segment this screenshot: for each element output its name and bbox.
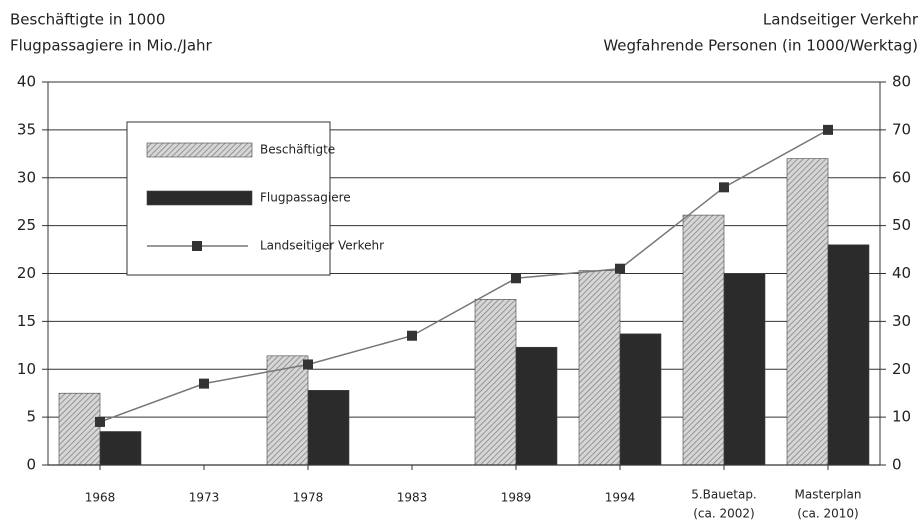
bar <box>266 355 309 466</box>
x-tick-label: 1994 <box>605 491 636 505</box>
point <box>303 359 313 370</box>
x-tick-label: 1973 <box>189 491 220 505</box>
y-axis-label: Flugpassagiere in Mio./Jahr <box>10 37 213 55</box>
point <box>511 273 521 284</box>
y2-tick-label: 70 <box>892 120 911 138</box>
y2-axis-label: Landseitiger Verkehr <box>763 11 919 29</box>
x-tick-label: 1983 <box>397 491 428 505</box>
bar <box>515 346 558 466</box>
legend-label: Beschäftigte <box>260 143 335 157</box>
point <box>615 263 625 274</box>
bar <box>827 244 870 466</box>
line <box>99 129 829 423</box>
legend-swatch <box>146 190 253 206</box>
bar <box>682 214 725 466</box>
bar <box>99 431 142 466</box>
x-tick-label-line: (ca. 2002) <box>693 506 754 520</box>
x-tick-label: 5.Bauetap. (ca. 2002) <box>691 487 757 520</box>
point <box>407 330 417 341</box>
x-tick-label: Masterplan (ca. 2010) <box>795 487 862 520</box>
point <box>823 124 833 135</box>
y2-tick-label: 80 <box>892 73 911 91</box>
y2-tick-label: 30 <box>892 312 911 330</box>
x-tick-label-line: (ca. 2010) <box>797 506 858 520</box>
point <box>719 182 729 193</box>
y2-tick-label: 20 <box>892 360 911 378</box>
y-tick-label: 0 <box>26 456 36 474</box>
y-tick-label: 20 <box>17 264 36 282</box>
y-tick-label: 35 <box>17 120 36 138</box>
y2-tick-label: 60 <box>892 168 911 186</box>
x-tick-label: 1968 <box>85 491 116 505</box>
y2-tick-label: 10 <box>892 408 911 426</box>
bar <box>474 299 517 466</box>
y-tick-label: 40 <box>17 73 36 91</box>
point <box>199 378 209 389</box>
bar <box>723 273 766 466</box>
bar <box>58 392 101 466</box>
bar <box>307 390 350 466</box>
bar <box>578 270 621 466</box>
bar <box>619 333 662 466</box>
legend-label: Landseitiger Verkehr <box>260 239 384 253</box>
bar <box>786 158 829 466</box>
y-tick-label: 5 <box>26 408 36 426</box>
legend-swatch <box>146 142 253 158</box>
x-tick-label: 1989 <box>501 491 532 505</box>
y2-axis-label: Wegfahrende Personen (in 1000/Werktag) <box>603 37 918 55</box>
y2-tick-label: 40 <box>892 264 911 282</box>
y-tick-label: 10 <box>17 360 36 378</box>
legend-label: Flugpassagiere <box>260 191 351 205</box>
y2-tick-label: 0 <box>892 456 902 474</box>
y-tick-label: 25 <box>17 216 36 234</box>
y-axis-label: Beschäftigte in 1000 <box>10 11 165 29</box>
x-tick-label-line: 5.Bauetap. <box>691 487 757 501</box>
y-tick-label: 15 <box>17 312 36 330</box>
point <box>95 416 105 427</box>
y-tick-label: 30 <box>17 168 36 186</box>
x-tick-label-line: Masterplan <box>795 487 862 501</box>
x-tick-label: 1978 <box>293 491 324 505</box>
legend-marker <box>192 241 202 251</box>
y2-tick-label: 50 <box>892 216 911 234</box>
